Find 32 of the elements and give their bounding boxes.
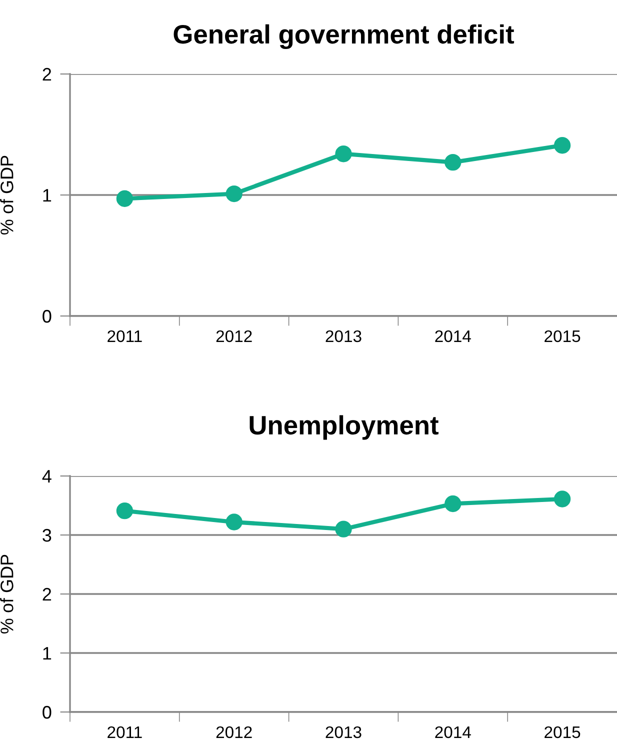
x-tick-label: 2014 bbox=[435, 330, 471, 342]
y-tick-label: 2 bbox=[42, 68, 52, 81]
point bbox=[335, 146, 352, 162]
y-tick-label: 0 bbox=[42, 706, 52, 719]
x-tick-label: 2015 bbox=[544, 330, 580, 342]
y-tick-label: 2 bbox=[42, 588, 52, 601]
chart-title: General government deficit bbox=[174, 24, 514, 50]
x-tick-label: 2011 bbox=[108, 726, 142, 738]
point bbox=[226, 185, 242, 202]
y-tick-label: 0 bbox=[42, 310, 52, 323]
y-tick-label: 3 bbox=[42, 528, 52, 542]
y-tick-label: 4 bbox=[42, 470, 52, 483]
point bbox=[554, 490, 571, 508]
x-tick-label: 2013 bbox=[326, 726, 362, 738]
point bbox=[444, 154, 462, 171]
point bbox=[335, 520, 352, 538]
point bbox=[116, 190, 134, 207]
x-tick-label: 2013 bbox=[326, 330, 362, 342]
x-tick-label: 2012 bbox=[216, 330, 252, 342]
y-tick-label: 1 bbox=[43, 647, 52, 660]
x-tick-label: 2011 bbox=[108, 330, 142, 342]
point bbox=[116, 502, 134, 520]
y-axis-title: % of GDP bbox=[0, 156, 14, 234]
x-tick-label: 2012 bbox=[216, 726, 252, 738]
point bbox=[554, 137, 571, 154]
point bbox=[226, 514, 242, 530]
x-tick-label: 2014 bbox=[435, 726, 471, 738]
point bbox=[444, 495, 462, 512]
y-tick-label: 1 bbox=[43, 189, 52, 202]
chart-title: Unemployment bbox=[250, 415, 438, 440]
y-axis-title: % of GDP bbox=[0, 554, 14, 634]
x-tick-label: 2015 bbox=[544, 726, 580, 738]
